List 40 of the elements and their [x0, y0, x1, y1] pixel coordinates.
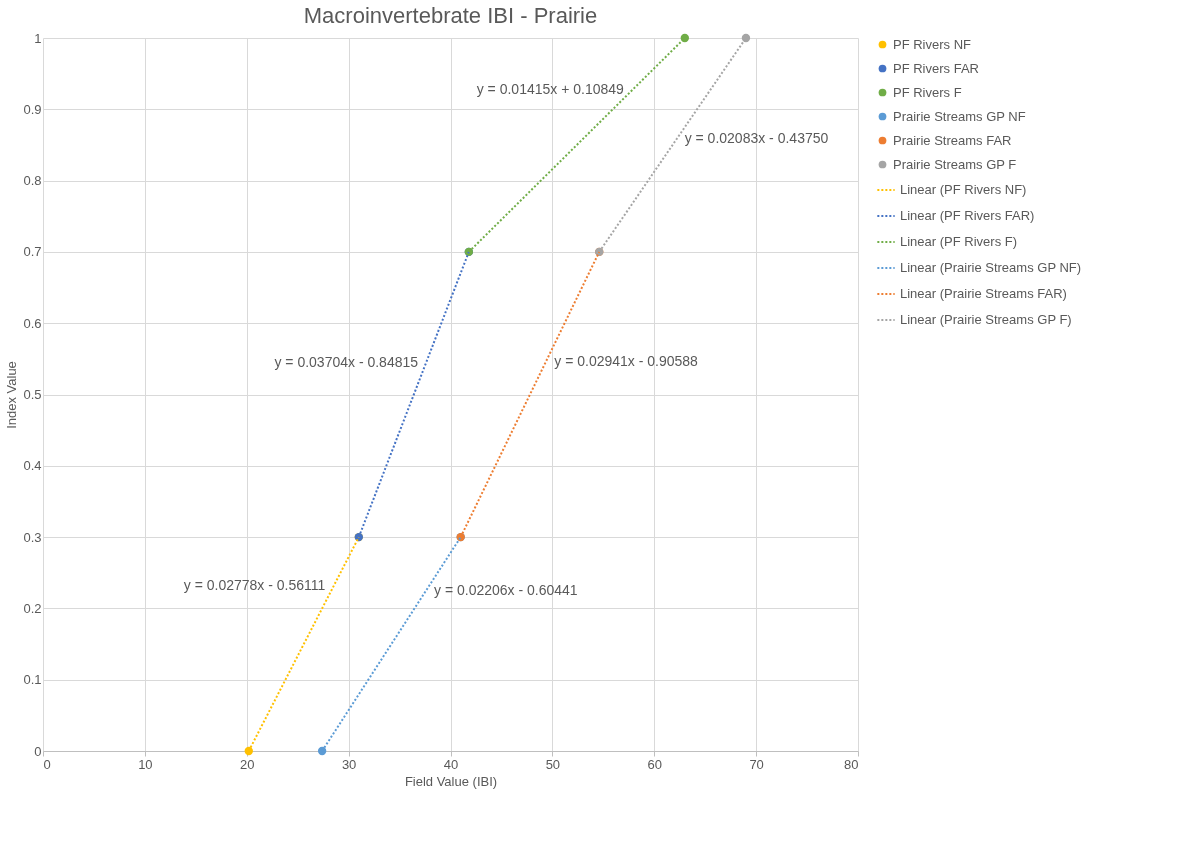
legend-label: Prairie Streams GP NF	[893, 108, 1026, 124]
annotation: y = 0.02941x - 0.90588	[554, 352, 699, 369]
chart-title: Macroinvertebrate IBI - Prairie	[303, 3, 598, 28]
x-tick-label: 80	[844, 756, 859, 772]
y-tick-label: 0.4	[23, 458, 42, 474]
legend-label: PF Rivers FAR	[893, 60, 979, 76]
y-tick-label: 0.9	[23, 101, 42, 117]
legend-label: Linear (Prairie Streams GP F)	[900, 312, 1072, 327]
legend-label: Linear (PF Rivers NF)	[900, 182, 1027, 197]
x-tick-label: 50	[545, 756, 561, 772]
annotation: y = 0.02206x - 0.60441	[434, 582, 578, 599]
x-tick-label: 60	[647, 756, 662, 772]
y-tick-label: 0.3	[23, 529, 42, 545]
x-axis-title: Field Value (IBI)	[404, 773, 498, 789]
legend-label: Linear (Prairie Streams FAR)	[900, 286, 1067, 301]
y-tick-label: 1	[34, 30, 42, 46]
y-tick-label: 0.6	[23, 315, 42, 331]
legend-label: Prairie Streams GP F	[893, 156, 1017, 172]
legend-label: Linear (PF Rivers F)	[900, 234, 1018, 249]
y-axis-title: Index Value	[4, 361, 20, 429]
legend-label: Linear (Prairie Streams GP NF)	[900, 260, 1082, 275]
x-tick-label: 40	[443, 756, 459, 772]
x-tick-label: 70	[749, 756, 764, 772]
y-tick-label: 0.8	[23, 173, 42, 189]
y-tick-label: 0.7	[23, 244, 42, 260]
x-tick-label: 30	[341, 756, 357, 772]
annotation: y = 0.02778x - 0.56111	[183, 577, 326, 594]
legend-label: PF Rivers NF	[893, 36, 972, 52]
y-tick-label: 0.1	[23, 672, 42, 688]
y-tick-label: 0.5	[23, 387, 42, 402]
annotation: y = 0.02083x - 0.43750	[684, 130, 829, 147]
x-tick-label: 10	[138, 756, 153, 772]
legend-label: Linear (PF Rivers FAR)	[900, 208, 1035, 223]
legend-label: PF Rivers F	[893, 84, 962, 100]
annotation: y = 0.03704x - 0.84815	[274, 354, 419, 371]
y-tick-label: 0.2	[23, 600, 42, 616]
x-tick-label: 20	[240, 756, 255, 772]
y-tick-label: 0	[34, 743, 42, 759]
annotation: y = 0.01415x + 0.10849	[476, 81, 625, 98]
legend-label: Prairie Streams FAR	[893, 132, 1012, 148]
